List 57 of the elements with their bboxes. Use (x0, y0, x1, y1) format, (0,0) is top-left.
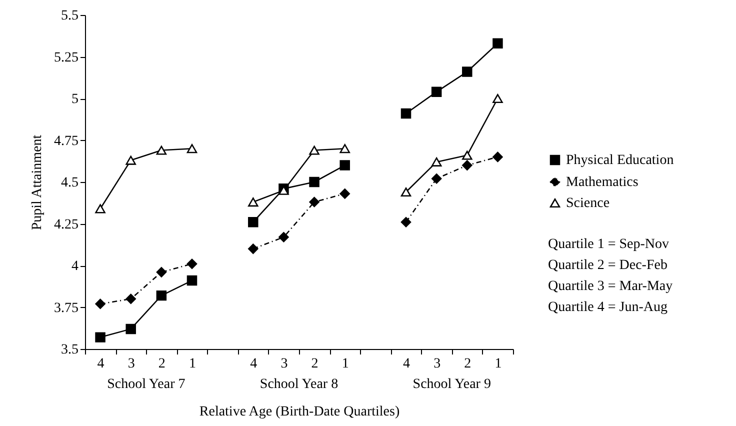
point (431, 86, 442, 97)
point (492, 38, 503, 49)
point (186, 144, 198, 154)
y-tick-label: 3.5 (61, 342, 78, 358)
point (156, 290, 167, 301)
point (462, 160, 472, 170)
x-axis-title: Relative Age (Birth-Date Quartiles) (199, 404, 400, 420)
x-tick-label: 2 (464, 356, 472, 372)
point (126, 156, 136, 165)
point (492, 94, 503, 104)
point (400, 187, 412, 197)
point (95, 204, 106, 214)
x-tick-label: 4 (97, 356, 104, 372)
point (492, 152, 503, 162)
point (95, 332, 106, 342)
x-tick-label: 1 (189, 356, 196, 372)
x-tick-label: 1 (494, 356, 502, 372)
y-axis-title: Pupil Attainment (30, 134, 45, 230)
point (156, 146, 167, 155)
text: School Year 7 (107, 377, 186, 392)
text: School Year 8 (260, 377, 338, 392)
y-tick-label: 4.75 (54, 134, 78, 149)
point (400, 216, 412, 228)
x-tick-label: 2 (158, 356, 166, 372)
point (431, 174, 442, 184)
y-tick-label: 4.25 (54, 217, 78, 232)
point (462, 66, 472, 77)
legend-label: Physical Education (566, 153, 674, 168)
y-tick-label: 4.5 (61, 176, 78, 190)
point (126, 324, 136, 334)
x-tick-label: 4 (250, 356, 258, 372)
text: Quartile 3 = Mar-May (548, 279, 673, 294)
text: Quartile 4 = Jun-Aug (548, 300, 668, 315)
point (431, 157, 442, 166)
point (126, 294, 136, 304)
legend-label: Science (566, 196, 610, 211)
legend-label: Mathematics (566, 175, 638, 190)
y-tick-label: 5.25 (54, 50, 78, 66)
point (95, 298, 106, 310)
x-tick-label: 1 (342, 356, 349, 372)
x-tick-label: 3 (280, 356, 288, 372)
point (156, 267, 167, 278)
y-tick-label: 5.5 (61, 8, 78, 24)
point (186, 275, 198, 286)
point (186, 258, 198, 269)
y-tick-label: 3.75 (54, 300, 78, 316)
point (400, 108, 412, 119)
x-tick-label: 3 (128, 356, 135, 372)
text: Quartile 1 = Sep-Nov (548, 237, 670, 252)
x-tick-label: 2 (311, 356, 318, 372)
y-tick-label: 4 (72, 259, 78, 274)
x-tick-label: 3 (434, 356, 441, 372)
x-tick-label: 4 (403, 356, 410, 372)
point (462, 150, 472, 160)
y-tick-label: 5 (72, 92, 78, 107)
text: School Year 9 (412, 377, 491, 392)
text: Quartile 2 = Dec-Feb (548, 258, 668, 273)
